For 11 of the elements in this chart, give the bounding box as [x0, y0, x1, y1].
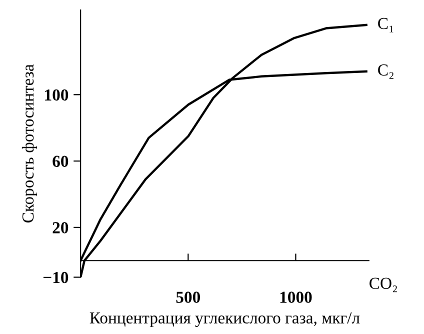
x-tick-label: 500: [176, 292, 200, 303]
series-label: C₁: [378, 18, 394, 32]
series-label: C₂: [378, 64, 394, 79]
y-tick-label: 100: [45, 89, 68, 101]
x-axis-title: Концентрация углекислого газа, мкг/л: [90, 312, 360, 327]
y-tick-label: 20: [52, 222, 68, 234]
y-tick-label: 60: [52, 156, 68, 167]
text: CO₂: [370, 278, 397, 292]
x-tick-label: 1000: [280, 292, 312, 303]
y-tick-label: −10: [43, 272, 68, 284]
y-axis-title: Скорость фотосинтеза: [22, 64, 38, 222]
